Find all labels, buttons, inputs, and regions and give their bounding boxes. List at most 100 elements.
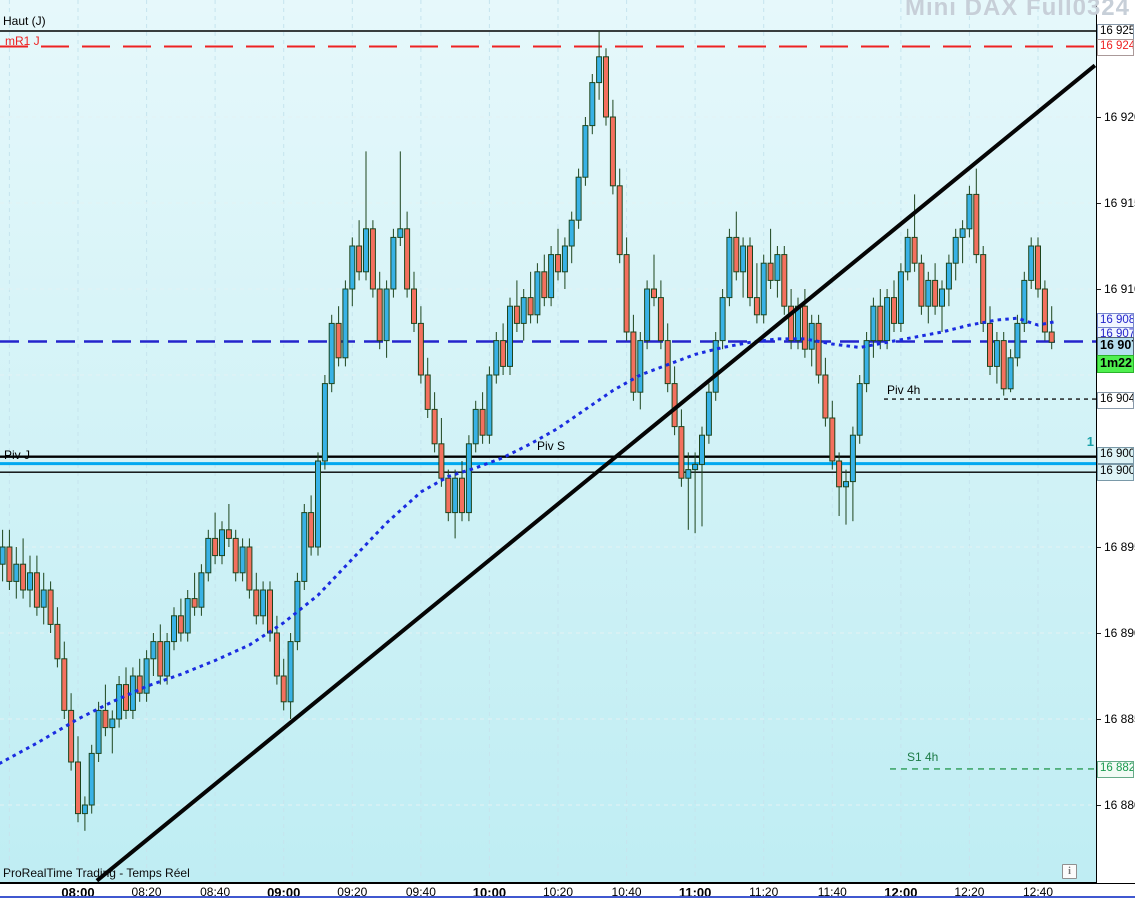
chart-canvas[interactable]: ProRealTime Trading - Temps Réel Haut (J… (0, 0, 1096, 882)
candle-body (568, 219, 575, 247)
candle-body (836, 460, 843, 488)
candle-body (781, 254, 788, 307)
candle-body (239, 546, 246, 574)
candle-body (507, 305, 513, 367)
candle-body (27, 572, 33, 591)
candle-body (664, 340, 671, 385)
candle-body (513, 305, 520, 324)
level-label-piv-s: Piv S (537, 439, 565, 453)
candle-body (726, 236, 733, 299)
moving-average-dotted (0, 316, 1056, 765)
candle-body (376, 288, 383, 342)
candle-body (294, 580, 301, 643)
candle-body (315, 460, 321, 548)
price-tag: 1m22 (1097, 354, 1134, 373)
price-tickmark (1097, 288, 1101, 290)
price-tick-label: 16 895 (1104, 540, 1135, 554)
candle-body (548, 254, 555, 299)
candle-body (637, 340, 644, 393)
candle-body (596, 56, 603, 84)
level-label-piv-j: Piv J (4, 448, 30, 462)
time-tick-label: 08:40 (200, 885, 231, 899)
level-label-haut-j: Haut (J) (3, 14, 46, 28)
candle-body (877, 305, 884, 342)
candle-body (445, 477, 452, 514)
candle-body (465, 443, 472, 514)
time-tick-label: 10:40 (611, 885, 642, 899)
candle-body (459, 477, 465, 514)
candle-body (939, 288, 945, 307)
candle-body (980, 254, 987, 324)
candle-body (966, 193, 973, 230)
candle-body (219, 529, 225, 557)
candle-body (383, 288, 390, 342)
time-tick-label: 11:20 (749, 885, 779, 899)
price-axis[interactable]: 16 920 16 915 16 910 16 895 16 890 16 885 16 8… (1097, 0, 1135, 883)
candle-body (253, 589, 260, 617)
candle-body (993, 340, 1000, 367)
price-tag: 16 924 (1097, 38, 1134, 56)
candle-body (212, 537, 219, 557)
candle-body (68, 709, 75, 763)
info-icon[interactable]: i (1062, 864, 1077, 879)
candle-body (184, 598, 191, 634)
candle-body (20, 563, 27, 591)
candle-body (1000, 340, 1007, 390)
candle-body (397, 228, 404, 238)
candle-body (973, 193, 980, 256)
price-tag: 16 904 (1097, 391, 1134, 409)
candle-body (260, 589, 267, 617)
candle-body (225, 529, 232, 539)
candle-body (987, 322, 993, 367)
candle-body (719, 297, 726, 342)
candle-body (280, 675, 287, 703)
candle-body (767, 262, 774, 281)
time-tick-label: 12:20 (954, 885, 985, 899)
candle-body (424, 374, 431, 410)
candle-body (486, 374, 493, 436)
candle-body (109, 718, 116, 729)
candle-body (349, 245, 356, 290)
candle-body (171, 615, 177, 643)
price-tick-label: 16 890 (1104, 626, 1135, 640)
candle-body (822, 374, 829, 419)
candle-body (287, 641, 294, 703)
candle-body (438, 443, 445, 479)
candle-body (95, 709, 102, 754)
candle-body (205, 537, 212, 574)
price-tag: 16 900 (1097, 463, 1134, 481)
candle-body (952, 236, 959, 264)
candle-body (774, 254, 781, 281)
candle-body (390, 236, 397, 290)
candle-body (911, 236, 918, 264)
candle-body (815, 322, 822, 376)
candle-body (623, 254, 630, 333)
candle-body (829, 417, 836, 462)
candle-body (740, 245, 747, 273)
candle-body (321, 383, 328, 462)
candle-body (164, 641, 171, 677)
candle-body (904, 236, 911, 273)
candle-body (609, 116, 616, 187)
candle-body (808, 322, 815, 350)
candle-body (232, 537, 239, 574)
candle-body (54, 623, 61, 660)
candle-body (589, 82, 596, 127)
candle-body (1035, 245, 1041, 290)
candle-body (534, 271, 541, 316)
candle-body (356, 245, 363, 273)
candle-body (603, 56, 609, 118)
candle-body (575, 176, 582, 221)
candle-body (959, 228, 966, 238)
trendline (95, 63, 1096, 882)
candle-body (335, 322, 342, 359)
candle-body (246, 546, 253, 591)
candle-body (1014, 322, 1021, 359)
candle-body (369, 228, 376, 290)
candle-body (705, 391, 712, 436)
candle-body (472, 408, 479, 445)
candle-body (616, 185, 623, 256)
chart-area[interactable]: ProRealTime Trading - Temps Réel Haut (J… (0, 0, 1097, 883)
candle-body (47, 589, 54, 625)
